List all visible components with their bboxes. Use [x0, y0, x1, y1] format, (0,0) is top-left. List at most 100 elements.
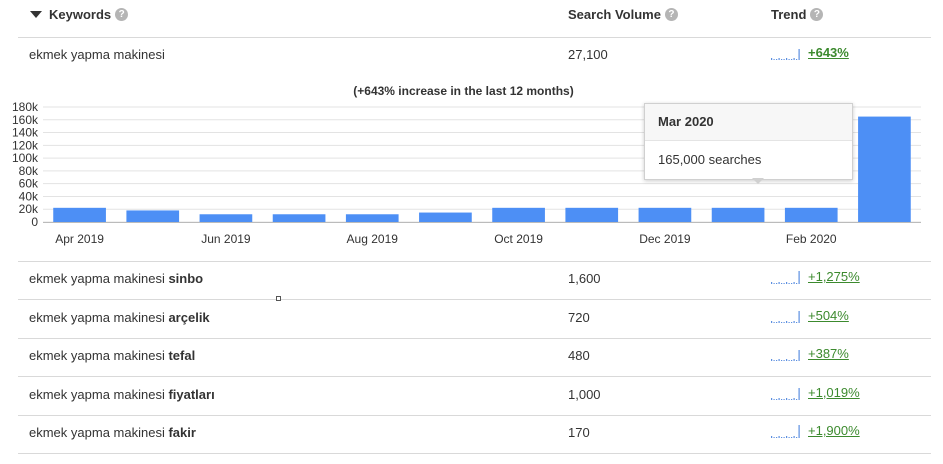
- divider: [18, 299, 931, 300]
- sparkline-bar: [781, 321, 783, 323]
- y-tick-label: 120k: [12, 138, 39, 152]
- sparkline-icon: [771, 271, 800, 284]
- sparkline-bar: [791, 283, 793, 284]
- divider: [18, 37, 931, 38]
- trend-cell[interactable]: +643%: [771, 45, 849, 60]
- chart-bar[interactable]: [345, 214, 399, 222]
- sparkline-bar: [776, 321, 778, 323]
- sparkline-bar: [778, 282, 780, 284]
- search-volume-value: 1,600: [568, 271, 601, 286]
- table-row[interactable]: ekmek yapma makinesi 27,100 +643%: [0, 37, 943, 75]
- mouse-cursor: [276, 296, 281, 301]
- sparkline-bar: [796, 360, 798, 361]
- sparkline-bar: [771, 359, 773, 361]
- divider: [18, 414, 931, 416]
- sparkline-bar: [781, 398, 783, 400]
- sparkline-bar: [773, 360, 775, 361]
- sparkline-bar: [791, 59, 793, 60]
- table-row[interactable]: ekmek yapma makinesi fakir 170 +1,900%: [0, 415, 943, 453]
- search-volume-header-label[interactable]: Search Volume: [568, 7, 661, 22]
- sparkline-bar: [796, 437, 798, 438]
- y-tick-label: 140k: [12, 126, 39, 140]
- sparkline-bar: [781, 437, 783, 438]
- sparkline-bar: [783, 398, 785, 400]
- trend-header[interactable]: Trend ?: [771, 7, 824, 22]
- search-volume-value: 170: [568, 425, 590, 440]
- sparkline-bar: [798, 350, 800, 361]
- table-row[interactable]: ekmek yapma makinesi arçelik 720 +504%: [0, 300, 943, 338]
- sparkline-bar: [786, 58, 788, 60]
- chart-bar[interactable]: [638, 207, 692, 222]
- sparkline-bar: [783, 59, 785, 60]
- trend-cell[interactable]: +1,275%: [771, 269, 860, 284]
- sparkline-icon: [771, 350, 800, 361]
- sparkline-bar: [788, 283, 790, 284]
- x-tick-label: Oct 2019: [494, 232, 543, 246]
- trend-cell[interactable]: +387%: [771, 346, 849, 361]
- trend-cell[interactable]: +1,900%: [771, 423, 860, 438]
- sparkline-icon: [771, 49, 800, 60]
- sparkline-bar: [781, 283, 783, 284]
- trend-header-label[interactable]: Trend: [771, 7, 807, 22]
- sparkline-bar: [793, 436, 795, 438]
- sparkline-bar: [783, 283, 785, 284]
- y-tick-label: 0: [31, 215, 38, 229]
- sparkline-bar: [791, 321, 793, 323]
- chart-bar[interactable]: [53, 207, 106, 222]
- keyword-prefix: ekmek yapma makinesi: [29, 271, 169, 286]
- tooltip-value: 165,000 searches: [658, 152, 762, 167]
- trend-percent-link[interactable]: +643%: [808, 45, 849, 60]
- table-row[interactable]: ekmek yapma makinesi fiyatları 1,000 +1,01…: [0, 377, 943, 415]
- sparkline-bar: [771, 436, 773, 438]
- sparkline-bar: [791, 360, 793, 361]
- chart-bar[interactable]: [711, 207, 765, 222]
- divider: [18, 261, 931, 262]
- chart-bar[interactable]: [199, 214, 253, 222]
- table-row[interactable]: ekmek yapma makinesi sinbo 1,600 +1,275%: [0, 261, 943, 299]
- keyword-prefix: ekmek yapma makinesi: [29, 309, 169, 325]
- sparkline-icon: [771, 310, 800, 323]
- keywords-header-label[interactable]: Keywords: [49, 7, 112, 22]
- chart-bar[interactable]: [784, 207, 838, 222]
- divider: [18, 337, 931, 339]
- chart-bar[interactable]: [492, 207, 545, 222]
- sparkline-bar: [793, 320, 795, 323]
- trend-percent-link[interactable]: +1,275%: [808, 269, 860, 284]
- sparkline-bar: [776, 283, 778, 284]
- chart-bar[interactable]: [419, 212, 472, 222]
- table-row[interactable]: ekmek yapma makinesi tefal 480 +387%: [0, 338, 943, 376]
- sparkline-icon: [771, 425, 800, 438]
- sparkline-bar: [776, 59, 778, 60]
- help-icon[interactable]: ?: [664, 8, 678, 21]
- keyword-suffix: fakir: [168, 425, 196, 440]
- sparkline-bar: [793, 359, 795, 361]
- y-tick-label: 100k: [12, 151, 39, 165]
- sparkline-bar: [796, 283, 798, 284]
- trend-percent-link[interactable]: +504%: [808, 307, 849, 323]
- sparkline-bar: [773, 59, 775, 60]
- keyword-suffix: arçelik: [168, 309, 210, 325]
- trend-cell[interactable]: +504%: [771, 308, 849, 323]
- search-volume-value: 1,000: [568, 386, 601, 402]
- chart-title: (+643% increase in the last 12 months): [353, 84, 574, 98]
- keyword-text: ekmek yapma makinesi tefal: [29, 348, 195, 363]
- keywords-header[interactable]: Keywords ?: [30, 7, 129, 22]
- y-tick-label: 40k: [19, 189, 39, 203]
- trend-percent-link[interactable]: +387%: [808, 346, 849, 361]
- search-volume-header[interactable]: Search Volume ?: [568, 7, 678, 22]
- chevron-down-icon[interactable]: [30, 11, 42, 18]
- sparkline-bar: [776, 437, 778, 438]
- trend-percent-link[interactable]: +1,900%: [808, 423, 860, 438]
- chart-bar[interactable]: [565, 207, 619, 222]
- help-icon[interactable]: ?: [810, 8, 824, 21]
- x-tick-label: Dec 2019: [639, 232, 691, 246]
- sparkline-bar: [788, 321, 790, 323]
- chart-bar[interactable]: [858, 116, 911, 222]
- trend-percent-link[interactable]: +1,019%: [808, 384, 860, 400]
- help-icon[interactable]: ?: [115, 8, 129, 21]
- sparkline-bar: [788, 59, 790, 60]
- trend-cell[interactable]: +1,019%: [771, 385, 860, 400]
- y-tick-label: 180k: [12, 100, 39, 114]
- chart-bar[interactable]: [272, 214, 326, 222]
- chart-bar[interactable]: [126, 210, 180, 222]
